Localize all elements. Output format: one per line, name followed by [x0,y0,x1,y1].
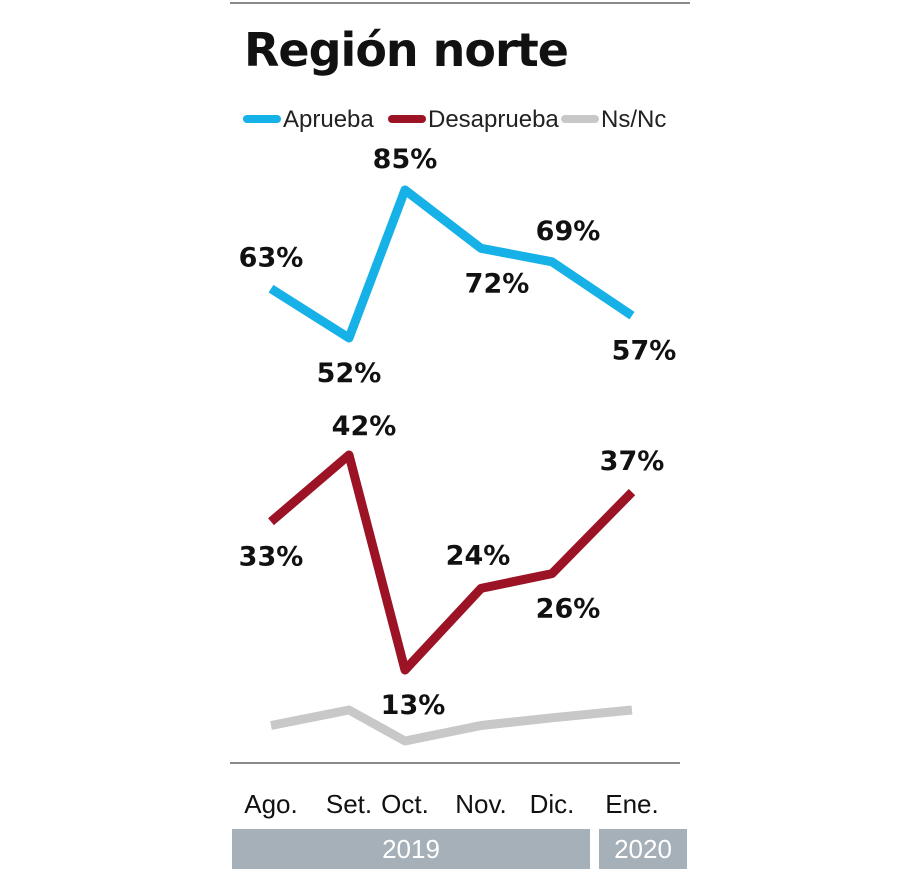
x-tick-label: Set. [326,789,372,819]
x-axis-categories: Ago. Set. Oct. Nov. Dic. Ene. [244,789,659,819]
legend-item-0: Aprueba [243,106,374,133]
data-label: 85% [373,144,438,175]
data-labels: 63% 52% 85% 72%69% 57% 33% 42% 13% 24% 26% 37% [239,144,677,721]
series-lines [268,185,636,746]
year-label: 2019 [382,834,440,864]
year-label: 2020 [614,834,672,864]
series-line-1 [268,450,636,675]
x-tick-label: Ene. [605,789,659,819]
year-band [232,829,590,869]
legend: Aprueba Desaprueba Ns/Nc [243,106,666,133]
x-tick-label: Ago. [244,789,298,819]
x-tick-label: Dic. [530,789,575,819]
data-label: 52% [317,358,382,389]
data-label: 13% [381,690,446,721]
x-tick-label: Oct. [381,789,429,819]
legend-item-2: Ns/Nc [561,106,666,133]
data-label: 72% [465,268,530,299]
data-label: 33% [239,542,304,573]
legend-label: Ns/Nc [601,106,666,133]
legend-item-1: Desaprueba [388,106,559,133]
data-label: 63% [239,243,304,274]
data-label: 37% [600,446,665,477]
legend-label: Desaprueba [428,106,559,133]
x-tick-label: Nov. [455,789,507,819]
data-label: 69% [536,216,601,247]
series-line-2 [270,705,633,746]
chart-title: Región norte [244,23,568,77]
series-line-0 [268,185,635,343]
data-label: 26% [536,594,601,625]
year-band [599,829,687,869]
data-label: 24% [446,540,511,571]
data-label: 42% [332,411,397,442]
data-label: 57% [612,336,677,367]
legend-label: Aprueba [283,106,374,133]
year-bands: 2019 2020 [232,829,687,869]
